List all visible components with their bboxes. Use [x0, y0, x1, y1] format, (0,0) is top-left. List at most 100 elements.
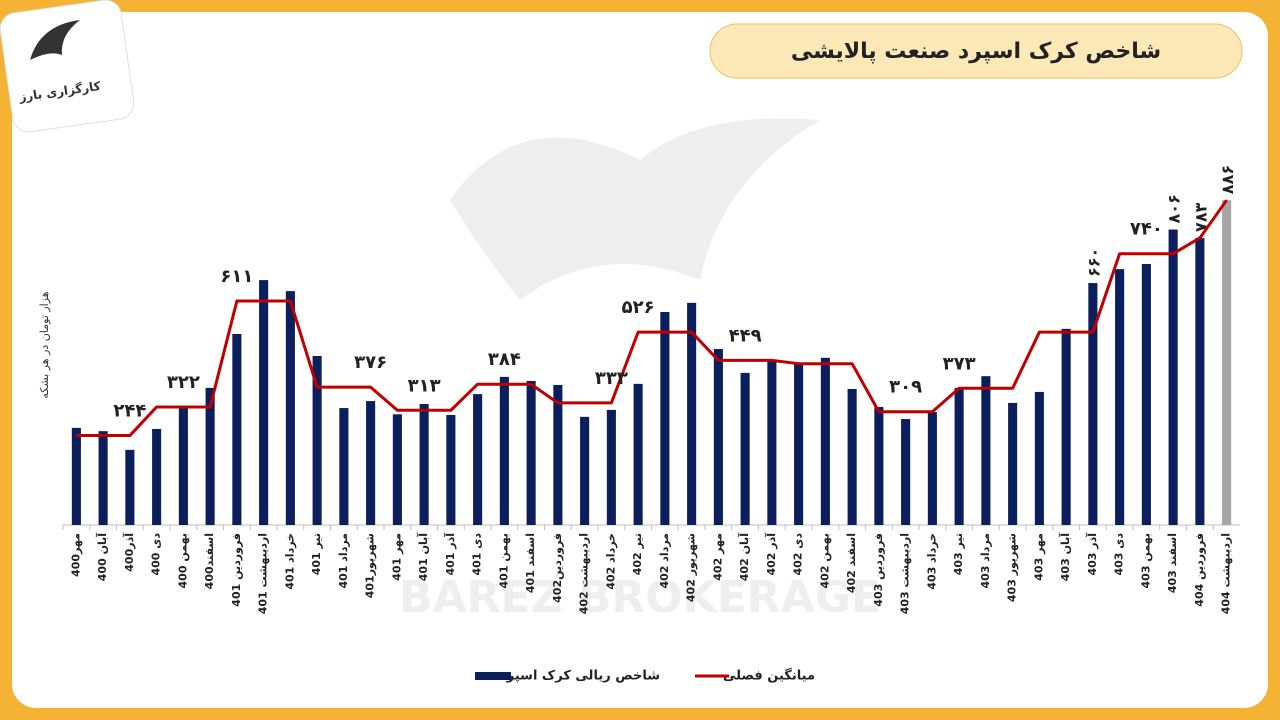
- x-tick-label: اسفند 402: [845, 533, 858, 593]
- x-tick-label: تیر 403: [952, 533, 965, 575]
- bar: [794, 362, 804, 525]
- bar: [473, 394, 483, 525]
- x-tick-label: خرداد 401: [283, 533, 296, 590]
- x-tick-label: فروردین 403: [872, 533, 885, 607]
- x-tick-label: اسفند400: [203, 533, 216, 589]
- bar: [981, 376, 991, 525]
- bar: [553, 384, 563, 525]
- bar: [1195, 237, 1205, 525]
- logo-card: [0, 0, 135, 133]
- bar: [1222, 200, 1232, 526]
- bar: [606, 409, 616, 525]
- x-tick-label: مهر 403: [1032, 533, 1045, 581]
- x-tick-label: مهر400: [69, 533, 82, 577]
- x-tick-label: دی 402: [792, 533, 805, 576]
- bar: [178, 406, 188, 525]
- x-tick-label: بهمن 402: [818, 533, 831, 588]
- x-tick-label: فروردین402: [551, 533, 564, 603]
- x-tick-label: آذر 401: [443, 533, 457, 576]
- bar: [366, 401, 376, 525]
- bar: [927, 412, 937, 525]
- bar: [713, 349, 723, 525]
- x-tick-label: مرداد 402: [658, 533, 671, 589]
- chart-title: شاخص کرک اسپرد صنعت پالایشی: [791, 39, 1161, 64]
- bar-value-label: ۷۸۳: [1191, 202, 1210, 232]
- legend-label: شاخص ریالی کرک اسپرد: [500, 669, 660, 684]
- x-tick-label: شهریور 403: [1006, 533, 1019, 602]
- bar: [660, 312, 670, 525]
- bar: [901, 419, 911, 525]
- bar: [205, 387, 215, 525]
- bar: [125, 449, 135, 525]
- line-value-label: ۳۸۴: [488, 349, 521, 370]
- bar: [874, 406, 884, 525]
- line-value-label: ۲۴۴: [113, 401, 146, 422]
- legend-label: میانگین فصلی: [723, 668, 815, 684]
- bar: [847, 388, 857, 525]
- x-tick-label: آذر 402: [764, 533, 778, 576]
- x-tick-label: بهمن 401: [497, 533, 510, 588]
- x-tick-label: آبان 403: [1058, 533, 1072, 581]
- watermark: BAREZ BROKERAGE: [399, 572, 881, 623]
- x-tick-label: مهر 401: [390, 533, 403, 581]
- bar: [1034, 391, 1044, 525]
- x-tick-label: شهریور 402: [685, 533, 698, 602]
- y-axis-label: هزار تومان در هر بشکه: [38, 291, 51, 398]
- bar: [820, 357, 830, 525]
- bar: [259, 280, 269, 525]
- line-value-label: ۷۴۰: [1130, 219, 1163, 240]
- bar: [71, 427, 81, 525]
- x-tick-label: مرداد 401: [337, 533, 350, 589]
- bar: [1115, 269, 1125, 525]
- x-tick-label: خرداد 403: [925, 533, 938, 590]
- line-value-label: ۳۱۳: [408, 375, 441, 396]
- x-tick-label: فروردین 401: [230, 533, 243, 607]
- bar: [1008, 402, 1018, 525]
- bar: [312, 355, 322, 525]
- x-tick-label: تیر 401: [310, 533, 323, 575]
- x-tick-label: مرداد 403: [979, 533, 992, 589]
- legend-swatch: [475, 672, 511, 680]
- bar-value-label: ۶۶۰: [1084, 248, 1103, 277]
- bar: [152, 428, 162, 525]
- logo-icon: [30, 20, 80, 60]
- line-value-label: ۳۰۹: [889, 377, 922, 398]
- x-tick-label: شهریور401: [364, 533, 377, 598]
- bar: [767, 361, 777, 525]
- bar: [232, 334, 242, 525]
- title-box: [709, 23, 1243, 79]
- bar: [633, 383, 643, 525]
- x-tick-label: خرداد 402: [604, 533, 617, 590]
- line-value-label: ۳۲۲: [167, 372, 200, 393]
- bar: [285, 291, 295, 525]
- bar: [339, 408, 349, 525]
- x-tick-label: مهر 402: [711, 533, 724, 581]
- bar: [580, 416, 590, 525]
- x-tick-label: اردیبهشت 403: [899, 533, 912, 614]
- x-tick-label: اسفند 403: [1166, 533, 1179, 593]
- line-value-label: ۴۴۹: [729, 325, 762, 346]
- line-value-label: ۶۱۱: [220, 266, 253, 287]
- bar: [687, 302, 697, 525]
- x-tick-label: اردیبهشت 402: [578, 533, 591, 614]
- x-tick-label: بهمن 403: [1139, 533, 1152, 588]
- bar: [419, 404, 429, 525]
- x-tick-label: اردیبهشت 404: [1220, 533, 1233, 614]
- x-tick-label: دی 401: [471, 533, 484, 576]
- bar: [98, 431, 108, 525]
- bar: [1141, 263, 1151, 525]
- x-tick-label: اسفند 401: [524, 533, 537, 593]
- bar: [1168, 229, 1178, 526]
- line: [76, 199, 1228, 438]
- x-tick-label: دی 400: [150, 533, 163, 576]
- x-tick-label: بهمن 400: [176, 533, 189, 588]
- x-tick-label: آبان 401: [416, 533, 430, 581]
- line-value-label: ۳۳۳: [595, 368, 628, 389]
- bar-value-label: ۸۰۶: [1165, 194, 1184, 223]
- x-tick-label: آبان 400: [95, 533, 109, 581]
- bar: [954, 387, 964, 525]
- bar: [1061, 328, 1071, 525]
- x-tick-label: آذر400: [122, 533, 136, 572]
- x-tick-label: تیر 402: [631, 533, 644, 575]
